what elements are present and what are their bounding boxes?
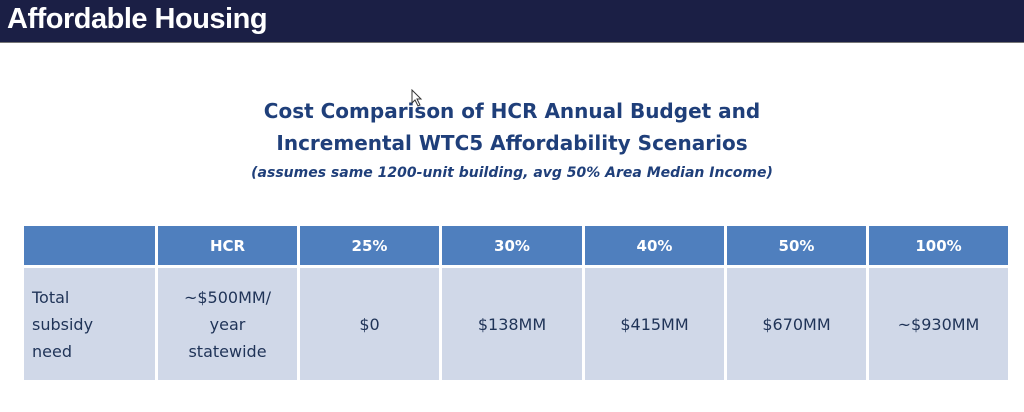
table-header-row: HCR 25% 30% 40% 50% 100%: [24, 226, 1008, 268]
header-cell-30: 30%: [442, 226, 582, 268]
mouse-cursor-icon: [411, 89, 423, 107]
header-cell-hcr: HCR: [158, 226, 297, 268]
header-bar: Affordable Housing: [0, 0, 1024, 43]
cell-30: $138MM: [442, 268, 582, 380]
page-title: Affordable Housing: [7, 3, 268, 35]
header-cell-25: 25%: [300, 226, 439, 268]
cell-hcr: ~$500MM/ year statewide: [158, 268, 297, 380]
header-cell-empty: [24, 226, 155, 268]
slide-subtitle: (assumes same 1200-unit building, avg 50…: [251, 165, 773, 181]
cell-50: $670MM: [727, 268, 866, 380]
header-cell-50: 50%: [727, 226, 866, 268]
row-label: Total subsidy need: [24, 268, 155, 380]
slide-title-line1: Cost Comparison of HCR Annual Budget and: [263, 99, 761, 123]
header-cell-40: 40%: [585, 226, 724, 268]
cell-100: ~$930MM: [869, 268, 1008, 380]
cost-comparison-table: HCR 25% 30% 40% 50% 100% Total subsidy n…: [21, 226, 1011, 380]
header-cell-100: 100%: [869, 226, 1008, 268]
cell-25: $0: [300, 268, 439, 380]
slide-title-line2: Incremental WTC5 Affordability Scenarios: [276, 131, 748, 155]
table-row: Total subsidy need ~$500MM/ year statewi…: [24, 268, 1008, 380]
cell-40: $415MM: [585, 268, 724, 380]
